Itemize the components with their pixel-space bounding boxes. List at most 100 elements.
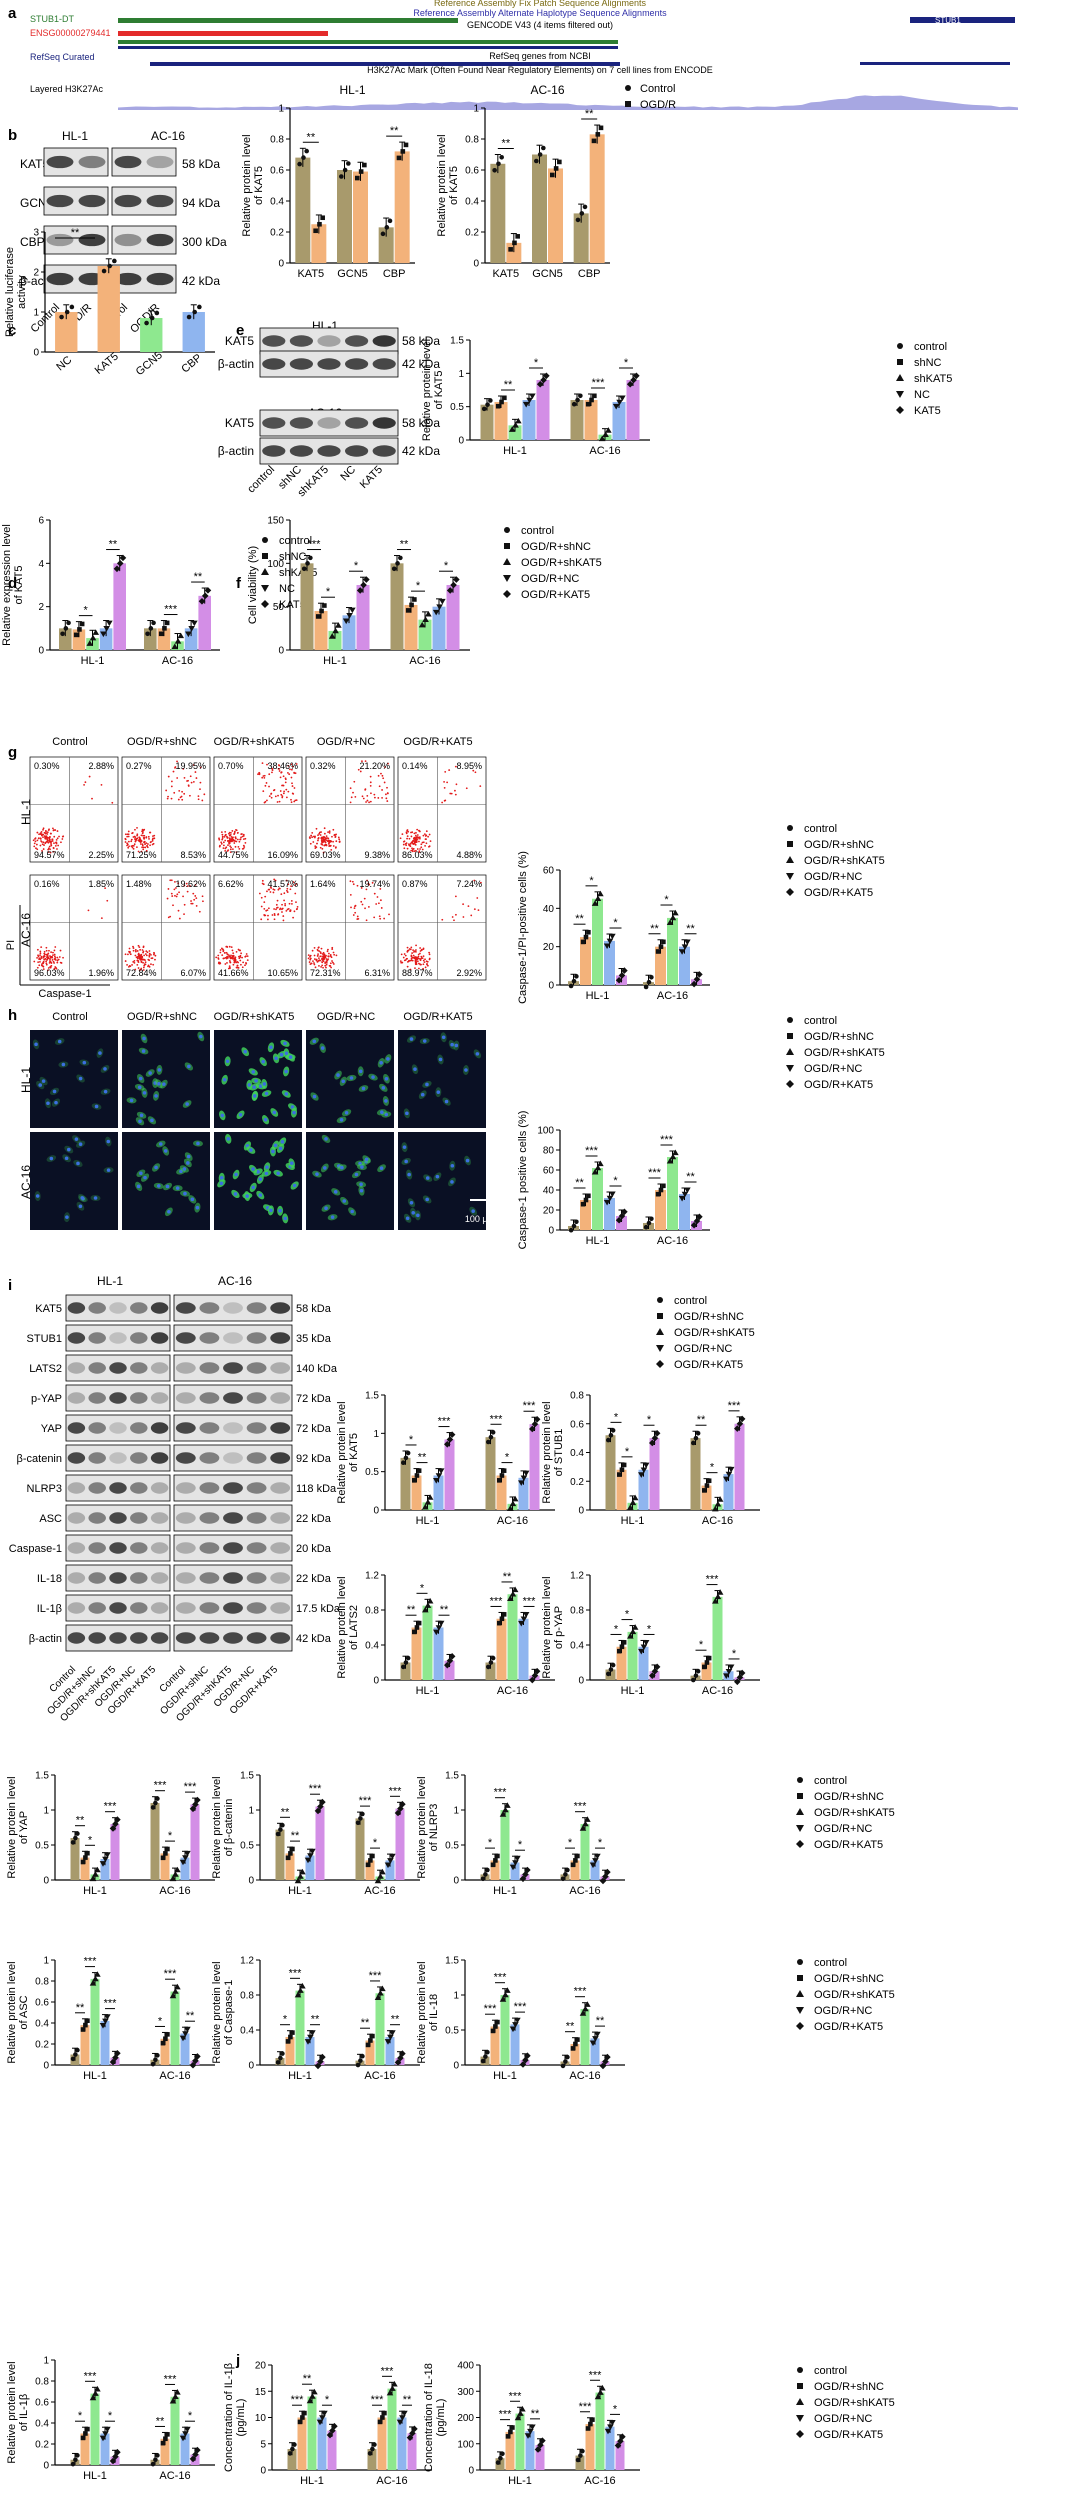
blot-band — [88, 1392, 105, 1403]
dot — [224, 836, 226, 838]
y-tick-label: 0.8 — [270, 135, 284, 146]
data-point — [691, 1678, 696, 1683]
dot — [330, 840, 332, 842]
nucleus — [54, 1101, 58, 1105]
y-tick-label: 1 — [373, 1429, 379, 1440]
dot — [134, 960, 136, 962]
y-tick-label: 1 — [43, 1806, 49, 1817]
dot — [280, 776, 282, 778]
dot — [53, 842, 55, 844]
dot — [37, 949, 39, 951]
blot-band — [199, 1362, 219, 1373]
quadrant-value: 19.74% — [359, 879, 390, 889]
sig-mark: *** — [579, 2401, 593, 2413]
data-point — [583, 205, 588, 210]
dot — [152, 840, 154, 842]
quadrant-value: 41.66% — [218, 968, 249, 978]
sig-mark: * — [534, 357, 539, 369]
chart-i10: 00.511.5Relative protein level of IL-18HL… — [416, 1956, 625, 2083]
dot — [233, 958, 235, 960]
category-label: HL-1 — [586, 1235, 610, 1247]
blot-band — [262, 358, 285, 369]
dot — [150, 841, 152, 843]
data-point — [332, 628, 339, 634]
dot — [59, 956, 61, 958]
data-point — [696, 1669, 701, 1674]
data-point — [592, 139, 597, 144]
scatter-plot — [30, 875, 118, 980]
dot — [144, 847, 146, 849]
nucleus — [234, 1192, 238, 1196]
dot — [409, 838, 411, 840]
data-point — [572, 1224, 577, 1229]
y-tick-label: 1 — [248, 1806, 254, 1817]
dot — [293, 801, 295, 803]
dot — [318, 957, 320, 959]
dot — [43, 955, 45, 957]
dot — [220, 841, 222, 843]
nucleus — [46, 1101, 50, 1105]
dot — [261, 897, 263, 899]
data-point — [74, 633, 79, 638]
data-point — [77, 627, 82, 632]
dot — [143, 954, 145, 956]
sig-mark: *** — [494, 1972, 508, 1984]
data-point — [192, 310, 197, 315]
dot — [58, 959, 60, 961]
nucleus — [340, 1166, 344, 1170]
data-point — [392, 566, 397, 571]
dot — [428, 952, 430, 954]
nucleus — [259, 1177, 263, 1181]
blot-strip — [66, 1295, 170, 1321]
nucleus — [107, 1168, 111, 1172]
dot — [264, 896, 266, 898]
blot-band — [88, 1482, 105, 1493]
legend-entry: control — [814, 1775, 847, 1787]
data-point — [694, 1436, 699, 1441]
dot — [314, 837, 316, 839]
dot — [370, 792, 372, 794]
dot — [290, 799, 292, 801]
dot — [52, 959, 54, 961]
protein-label: STUB1 — [27, 1333, 62, 1345]
chart-i9: 00.40.81.2Relative protein level of Caspa… — [211, 1956, 420, 2083]
legend-marker — [786, 1065, 794, 1072]
blot-band — [109, 1452, 126, 1463]
y-tick-label: 150 — [267, 516, 284, 527]
data-point — [705, 1483, 710, 1488]
dot — [47, 831, 49, 833]
nucleus — [265, 1172, 269, 1176]
blot-strip — [260, 351, 398, 377]
data-point — [388, 219, 393, 224]
dot — [178, 790, 180, 792]
dot — [54, 954, 56, 956]
nucleus — [79, 1204, 83, 1208]
legend-marker — [797, 1793, 803, 1799]
legend-entry: OGD/R+NC — [804, 871, 862, 883]
dot — [259, 893, 261, 895]
dot — [418, 954, 420, 956]
category-label: GCN5 — [532, 268, 563, 280]
dot — [385, 797, 387, 799]
blot-band — [270, 1362, 290, 1373]
dot — [221, 948, 223, 950]
legend-entry: OGD/R+KAT5 — [521, 589, 590, 601]
dot — [418, 956, 420, 958]
dot — [368, 906, 370, 908]
y-tick-label: 0 — [43, 1876, 49, 1887]
dot — [357, 916, 359, 918]
blot-band — [147, 156, 174, 168]
legend-marker — [787, 1033, 793, 1039]
blot-band — [47, 234, 74, 246]
dot — [415, 832, 417, 834]
data-point — [691, 1441, 696, 1446]
blot-band — [151, 1392, 168, 1403]
track-label: ENSG00000279441 — [30, 28, 111, 38]
dot — [140, 959, 142, 961]
dot — [45, 833, 47, 835]
nucleus — [245, 1194, 249, 1198]
nucleus — [315, 1172, 319, 1176]
data-point — [288, 2035, 293, 2040]
dot — [324, 839, 326, 841]
data-point — [554, 166, 559, 171]
